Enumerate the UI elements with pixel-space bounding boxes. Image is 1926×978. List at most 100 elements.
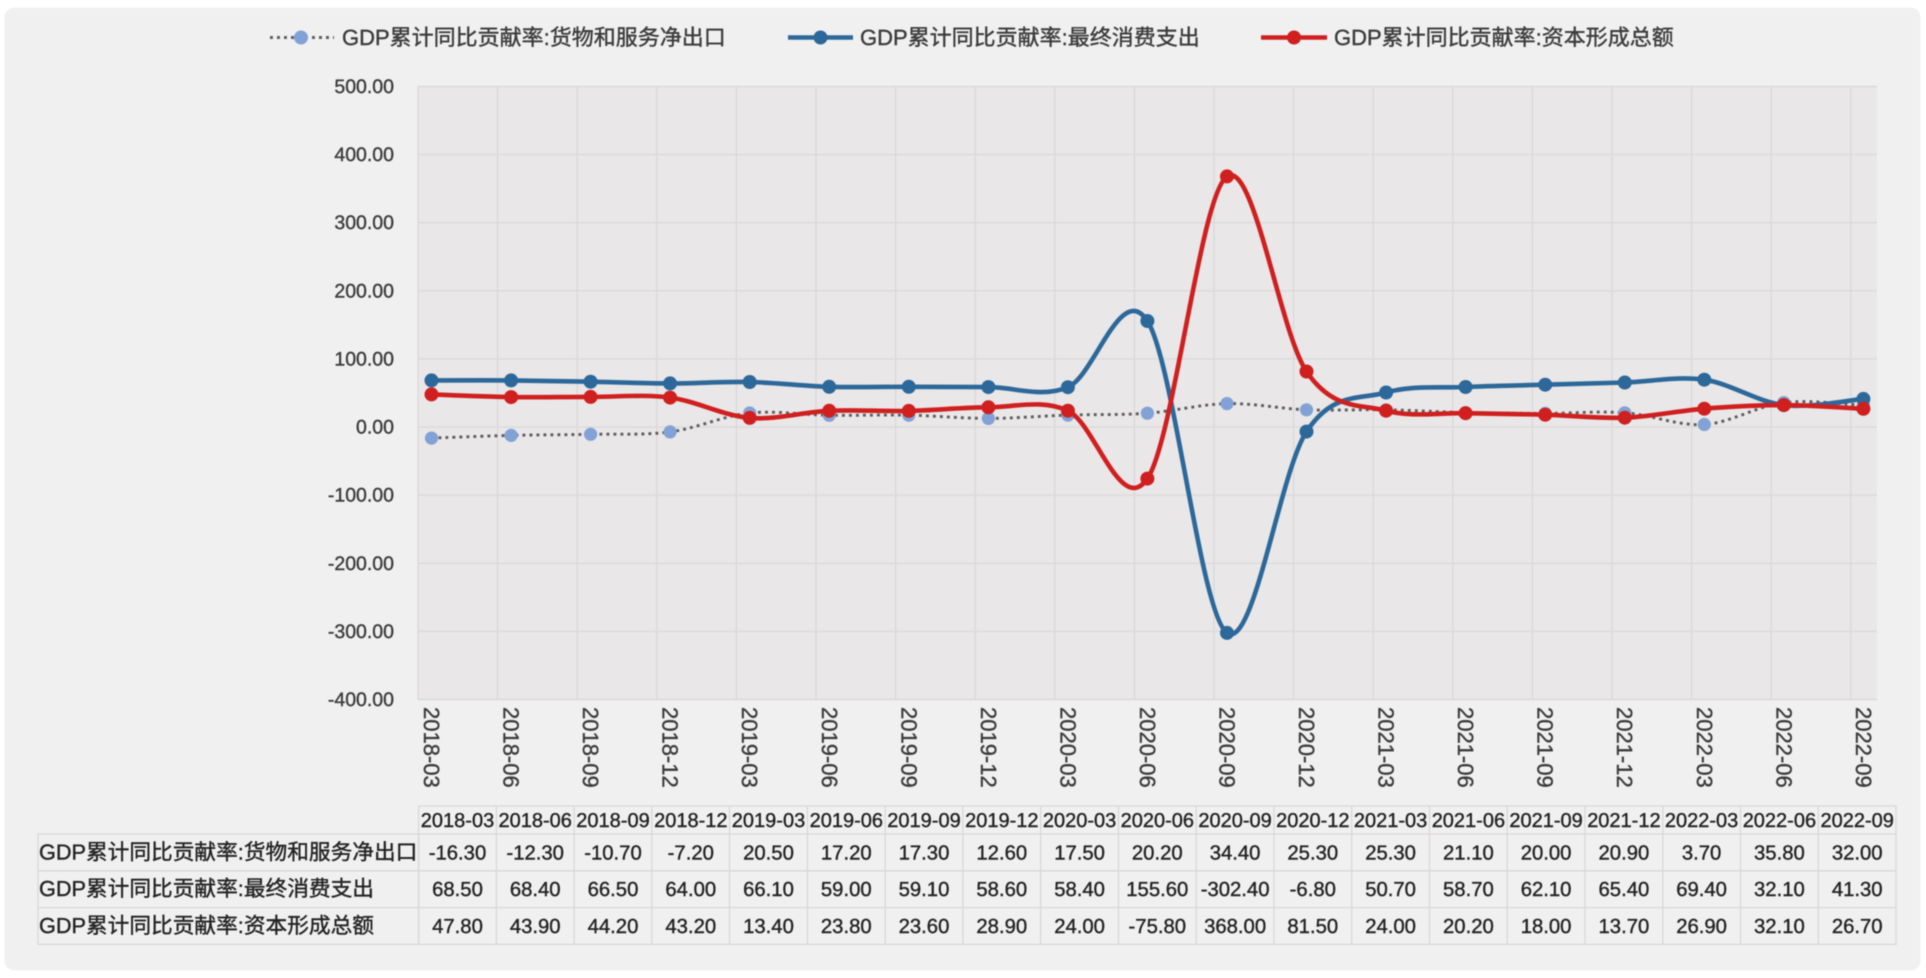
svg-text:-12.30: -12.30 [506,842,564,864]
svg-text:GDP累计同比贡献率:最终消费支出: GDP累计同比贡献率:最终消费支出 [39,876,374,901]
svg-text:69.40: 69.40 [1676,879,1727,901]
svg-text:2020-12: 2020-12 [1276,810,1349,832]
svg-text:62.10: 62.10 [1521,879,1572,901]
svg-text:20.20: 20.20 [1443,916,1494,938]
svg-text:2022-06: 2022-06 [1771,707,1796,788]
svg-text:2020-06: 2020-06 [1135,707,1160,788]
svg-text:25.30: 25.30 [1287,842,1338,864]
svg-text:2020-06: 2020-06 [1121,810,1194,832]
svg-text:23.80: 23.80 [821,916,872,938]
svg-text:26.70: 26.70 [1832,916,1883,938]
svg-text:2021-09: 2021-09 [1533,707,1558,788]
svg-text:32.10: 32.10 [1754,916,1805,938]
svg-text:-400.00: -400.00 [328,689,394,711]
svg-text:44.20: 44.20 [588,916,639,938]
svg-text:400.00: 400.00 [334,144,394,166]
svg-text:20.90: 20.90 [1599,842,1650,864]
svg-text:GDP累计同比贡献率:最终消费支出: GDP累计同比贡献率:最终消费支出 [860,25,1200,50]
svg-text:-10.70: -10.70 [584,842,642,864]
svg-text:-75.80: -75.80 [1129,916,1187,938]
svg-text:2018-03: 2018-03 [419,707,444,788]
svg-text:3.70: 3.70 [1682,842,1721,864]
svg-text:68.40: 68.40 [510,879,561,901]
svg-text:2018-06: 2018-06 [498,810,571,832]
svg-text:2021-12: 2021-12 [1587,810,1660,832]
svg-text:28.90: 28.90 [976,916,1027,938]
svg-text:2019-12: 2019-12 [965,810,1038,832]
svg-text:-200.00: -200.00 [328,553,394,575]
svg-text:66.50: 66.50 [588,879,639,901]
svg-text:2018-12: 2018-12 [654,810,727,832]
svg-text:500.00: 500.00 [334,76,394,98]
svg-text:2019-06: 2019-06 [810,810,883,832]
svg-text:2020-03: 2020-03 [1043,810,1116,832]
svg-text:2020-09: 2020-09 [1198,810,1271,832]
svg-text:2018-03: 2018-03 [421,810,494,832]
svg-text:2021-06: 2021-06 [1453,707,1478,788]
svg-text:2019-09: 2019-09 [887,810,960,832]
svg-text:17.30: 17.30 [899,842,950,864]
svg-text:26.90: 26.90 [1676,916,1727,938]
svg-text:2019-12: 2019-12 [976,707,1001,788]
svg-text:20.00: 20.00 [1521,842,1572,864]
svg-text:41.30: 41.30 [1832,879,1883,901]
svg-text:81.50: 81.50 [1287,916,1338,938]
svg-text:2019-03: 2019-03 [732,810,805,832]
svg-text:58.70: 58.70 [1443,879,1494,901]
svg-text:2021-06: 2021-06 [1432,810,1505,832]
svg-text:200.00: 200.00 [334,280,394,302]
svg-text:2022-06: 2022-06 [1743,810,1816,832]
svg-text:2022-03: 2022-03 [1665,810,1738,832]
svg-text:18.00: 18.00 [1521,916,1572,938]
svg-text:68.50: 68.50 [432,879,483,901]
svg-text:2018-06: 2018-06 [499,707,524,788]
svg-text:2019-09: 2019-09 [896,707,921,788]
svg-text:43.20: 43.20 [665,916,716,938]
svg-text:2018-09: 2018-09 [576,810,649,832]
svg-text:34.40: 34.40 [1210,842,1261,864]
svg-text:23.60: 23.60 [899,916,950,938]
svg-text:66.10: 66.10 [743,879,794,901]
svg-text:155.60: 155.60 [1126,879,1188,901]
svg-text:47.80: 47.80 [432,916,483,938]
svg-text:65.40: 65.40 [1599,879,1650,901]
svg-text:59.00: 59.00 [821,879,872,901]
svg-text:GDP累计同比贡献率:货物和服务净出口: GDP累计同比贡献率:货物和服务净出口 [39,839,417,864]
svg-text:17.20: 17.20 [821,842,872,864]
svg-text:13.40: 13.40 [743,916,794,938]
svg-text:2019-06: 2019-06 [817,707,842,788]
svg-text:13.70: 13.70 [1599,916,1650,938]
svg-text:32.10: 32.10 [1754,879,1805,901]
svg-text:58.40: 58.40 [1054,879,1105,901]
svg-text:GDP累计同比贡献率:资本形成总额: GDP累计同比贡献率:资本形成总额 [39,913,374,938]
svg-text:2020-12: 2020-12 [1294,707,1319,788]
svg-text:2020-03: 2020-03 [1055,707,1080,788]
svg-text:368.00: 368.00 [1204,916,1266,938]
svg-text:24.00: 24.00 [1365,916,1416,938]
svg-text:-16.30: -16.30 [429,842,487,864]
svg-text:2020-09: 2020-09 [1215,707,1240,788]
svg-text:2018-09: 2018-09 [578,707,603,788]
svg-text:12.60: 12.60 [976,842,1027,864]
svg-text:35.80: 35.80 [1754,842,1805,864]
svg-text:59.10: 59.10 [899,879,950,901]
svg-text:2021-03: 2021-03 [1374,707,1399,788]
svg-text:43.90: 43.90 [510,916,561,938]
svg-text:-100.00: -100.00 [328,485,394,507]
svg-text:-6.80: -6.80 [1290,879,1336,901]
svg-text:2022-09: 2022-09 [1851,707,1876,788]
svg-text:300.00: 300.00 [334,212,394,234]
svg-text:58.60: 58.60 [976,879,1027,901]
svg-text:20.50: 20.50 [743,842,794,864]
svg-text:2019-03: 2019-03 [737,707,762,788]
svg-text:100.00: 100.00 [334,348,394,370]
svg-text:20.20: 20.20 [1132,842,1183,864]
svg-text:-300.00: -300.00 [328,621,394,643]
svg-text:2021-09: 2021-09 [1509,810,1582,832]
svg-text:-7.20: -7.20 [668,842,714,864]
svg-text:-302.40: -302.40 [1201,879,1270,901]
svg-text:25.30: 25.30 [1365,842,1416,864]
svg-text:32.00: 32.00 [1832,842,1883,864]
svg-text:2021-12: 2021-12 [1612,707,1637,788]
svg-text:24.00: 24.00 [1054,916,1105,938]
